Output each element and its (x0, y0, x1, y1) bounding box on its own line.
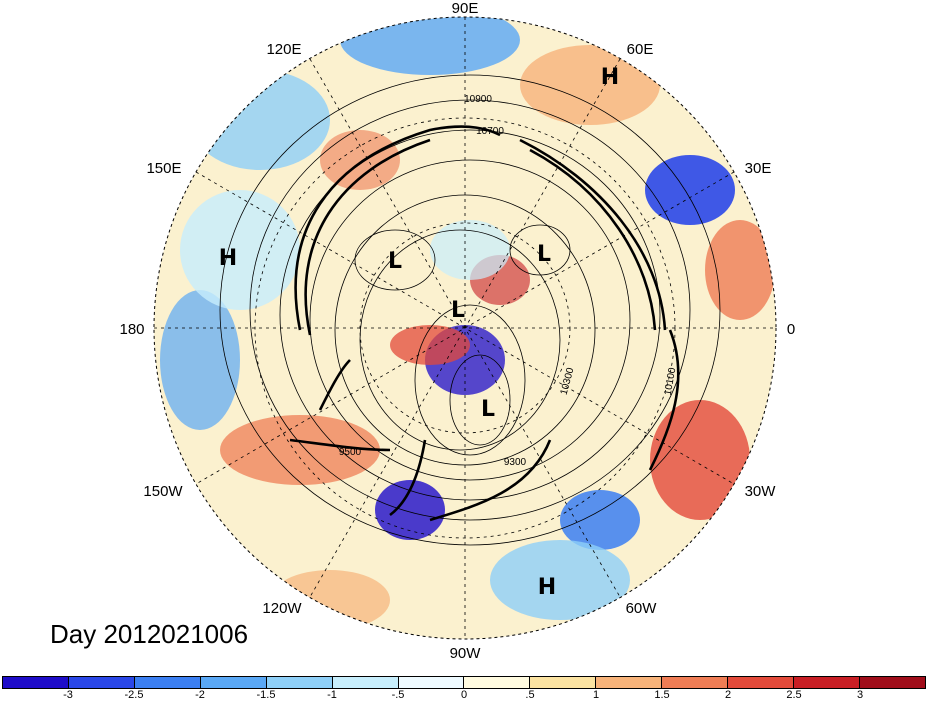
colorbar-tick-label: 3 (856, 689, 864, 701)
colorbar-segment (662, 677, 729, 688)
lon-label-150e: 150E (146, 160, 181, 177)
lon-label-60w: 60W (626, 600, 658, 617)
colorbar-tick-label: -3 (63, 689, 73, 701)
colorbar-tick-label: 1 (592, 689, 600, 701)
colorbar-segment (859, 677, 925, 688)
high-center-label: H (219, 246, 237, 271)
high-center-label: H (538, 575, 556, 600)
contour-label: 10900 (464, 94, 492, 105)
colorbar-segment (530, 677, 597, 688)
lon-label-120w: 120W (262, 600, 302, 617)
low-center-label: L (451, 298, 465, 323)
low-center-label: L (481, 397, 495, 422)
jet-contours (289, 125, 680, 522)
colorbar-tick-label: -1.5 (256, 689, 276, 701)
colorbar-tick-label: 2 (724, 689, 732, 701)
lon-label-30w: 30W (745, 483, 777, 500)
colorbar-tick-label: -.5 (391, 689, 405, 701)
contour-label: 10100 (663, 366, 679, 396)
contour-label: 9300 (504, 457, 527, 468)
colorbar-labels: -3 -2.5 -2 -1.5 -1 -.5 0 .5 1 1.5 2 2.5 3 (0, 689, 928, 703)
colorbar-segment (134, 677, 201, 688)
colorbar-segment (266, 677, 333, 688)
colorbar-segment (200, 677, 267, 688)
lon-label-90w: 90W (450, 645, 482, 662)
colorbar-segment (3, 677, 69, 688)
contour-label: 10700 (476, 126, 504, 137)
lon-label-90e: 90E (452, 0, 479, 17)
colorbar-tick-label: -2 (195, 689, 205, 701)
colorbar-tick-label: 0 (460, 689, 468, 701)
lon-label-0: 0 (787, 321, 795, 338)
polar-map: 90E 120E 60E 150E 30E 180 0 150W 30W 120… (119, 0, 795, 662)
graticule (154, 17, 776, 639)
lon-label-60e: 60E (627, 41, 654, 58)
colorbar (2, 676, 926, 689)
colorbar-segment (68, 677, 135, 688)
colorbar-tick-label: 2.5 (786, 689, 802, 701)
lon-label-120e: 120E (266, 41, 301, 58)
lon-label-150w: 150W (143, 483, 183, 500)
lon-label-30e: 30E (745, 160, 772, 177)
low-center-label: L (388, 249, 402, 274)
colorbar-tick-label: -2.5 (124, 689, 144, 701)
colorbar-tick-label: 1.5 (654, 689, 670, 701)
contour-label: 9500 (339, 447, 362, 458)
colorbar-segment (332, 677, 399, 688)
colorbar-segment (794, 677, 860, 688)
map-title: Day 2012021006 (50, 619, 249, 649)
colorbar-tick-label: .5 (525, 689, 535, 701)
colorbar-segment (464, 677, 531, 688)
colorbar-segment (398, 677, 465, 688)
lon-label-180: 180 (119, 321, 144, 338)
colorbar-segment (728, 677, 795, 688)
low-center-label: L (537, 242, 551, 267)
colorbar-tick-label: -1 (327, 689, 337, 701)
colorbar-segment (596, 677, 663, 688)
high-center-label: H (601, 65, 619, 90)
